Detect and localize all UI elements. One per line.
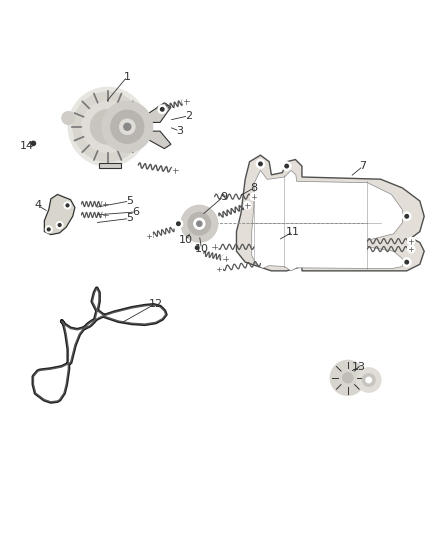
Polygon shape <box>145 103 171 123</box>
Circle shape <box>222 255 230 263</box>
Polygon shape <box>33 288 166 402</box>
Circle shape <box>32 141 35 146</box>
Text: 11: 11 <box>286 227 300 237</box>
Circle shape <box>403 258 411 266</box>
Circle shape <box>28 138 39 149</box>
Circle shape <box>250 193 258 200</box>
Circle shape <box>181 205 218 242</box>
Text: 7: 7 <box>360 161 367 171</box>
Text: 1: 1 <box>124 71 131 82</box>
Circle shape <box>407 245 415 253</box>
Circle shape <box>330 360 365 395</box>
Circle shape <box>215 265 223 272</box>
Circle shape <box>102 101 152 152</box>
Circle shape <box>64 202 71 209</box>
Text: 4: 4 <box>34 200 41 211</box>
Circle shape <box>56 222 63 229</box>
Circle shape <box>197 221 202 227</box>
Text: 8: 8 <box>251 183 258 193</box>
Circle shape <box>66 204 69 207</box>
Circle shape <box>102 212 109 219</box>
Polygon shape <box>237 155 424 271</box>
Circle shape <box>193 244 201 252</box>
Polygon shape <box>44 195 75 235</box>
Circle shape <box>73 92 143 161</box>
Text: 2: 2 <box>185 111 192 121</box>
Text: 5: 5 <box>126 214 133 223</box>
Circle shape <box>47 228 50 231</box>
Circle shape <box>366 377 372 383</box>
Circle shape <box>174 220 183 228</box>
Circle shape <box>68 87 147 166</box>
Polygon shape <box>145 131 171 149</box>
Circle shape <box>160 108 164 111</box>
Circle shape <box>259 162 262 166</box>
Circle shape <box>285 164 288 168</box>
Circle shape <box>188 212 211 235</box>
Text: 12: 12 <box>148 298 163 309</box>
Circle shape <box>357 368 381 392</box>
Circle shape <box>405 215 409 218</box>
Text: 3: 3 <box>176 126 183 136</box>
Polygon shape <box>99 163 121 168</box>
Circle shape <box>90 109 125 144</box>
Circle shape <box>182 98 190 106</box>
Circle shape <box>58 224 61 227</box>
Text: 10: 10 <box>194 244 208 254</box>
Circle shape <box>111 110 144 143</box>
Text: 6: 6 <box>133 207 140 217</box>
Circle shape <box>102 200 109 207</box>
Circle shape <box>256 159 265 168</box>
Circle shape <box>244 201 251 209</box>
Circle shape <box>403 212 411 221</box>
Circle shape <box>283 161 291 171</box>
Circle shape <box>211 243 219 251</box>
Text: 5: 5 <box>126 196 133 206</box>
Circle shape <box>171 166 179 174</box>
Text: 9: 9 <box>220 192 227 201</box>
Circle shape <box>407 237 415 245</box>
Circle shape <box>362 374 375 386</box>
Circle shape <box>81 101 134 153</box>
Circle shape <box>124 123 131 130</box>
Circle shape <box>145 232 153 240</box>
Circle shape <box>62 111 75 125</box>
Polygon shape <box>252 171 403 271</box>
Circle shape <box>120 119 135 135</box>
Circle shape <box>177 222 180 225</box>
Circle shape <box>405 261 409 264</box>
Circle shape <box>158 105 166 114</box>
Circle shape <box>45 226 52 233</box>
Text: 13: 13 <box>352 362 366 372</box>
Circle shape <box>195 246 199 249</box>
Circle shape <box>343 373 353 383</box>
Text: 14: 14 <box>20 141 34 151</box>
Text: 10: 10 <box>179 235 193 245</box>
Circle shape <box>194 218 205 229</box>
